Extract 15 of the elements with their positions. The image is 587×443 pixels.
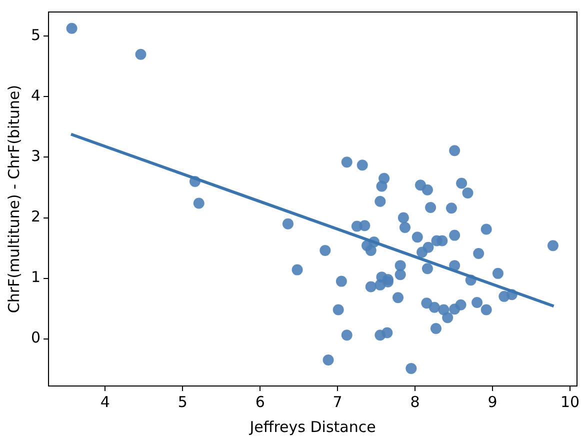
y-tick-label: 0 [30,328,41,347]
y-tick-label: 4 [30,86,41,105]
x-axis-title: Jeffreys Distance [248,418,376,436]
y-tick-label: 3 [30,147,41,166]
x-tick-label: 6 [255,392,265,411]
y-tick-label: 1 [30,268,41,286]
x-tick-label: 10 [560,392,580,411]
x-tick-label: 4 [100,392,110,411]
x-tick-label: 5 [178,392,188,411]
x-tick-label: 9 [488,392,498,411]
y-tick-label: 2 [30,208,41,226]
x-tick-label: 7 [332,392,342,411]
y-axis-title: ChrF(multitune) - ChrF(bitune) [4,84,23,314]
x-tick-label: 8 [410,392,420,411]
y-tick-label: 5 [30,26,41,44]
